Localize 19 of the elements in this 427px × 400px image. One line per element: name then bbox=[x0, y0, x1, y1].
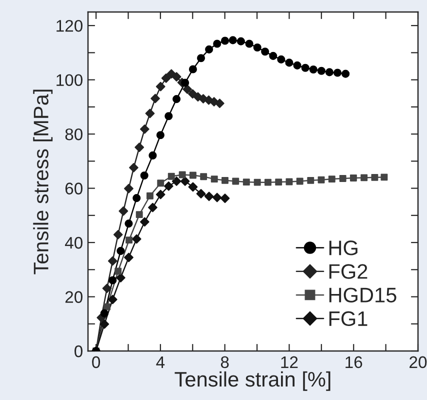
y-tick-label: 40 bbox=[64, 236, 82, 249]
y-tick-label: 0 bbox=[74, 345, 82, 358]
x-tick-label: 16 bbox=[346, 356, 362, 368]
x-tick-label: 0 bbox=[92, 356, 100, 368]
y-tick-label: 80 bbox=[65, 128, 82, 140]
y-tick-label: 120 bbox=[56, 20, 82, 32]
y-tick-label: 60 bbox=[65, 182, 82, 194]
y-axis-title: Tensile stress [MPa] bbox=[33, 90, 53, 274]
legend-label: HG bbox=[329, 240, 358, 256]
x-tick-label: 4 bbox=[156, 356, 165, 368]
legend-label: FG2 bbox=[329, 264, 368, 279]
x-tick-label: 12 bbox=[281, 356, 298, 368]
x-axis-title: Tensile strain [%] bbox=[174, 371, 330, 391]
y-tick-label: 100 bbox=[56, 74, 82, 86]
legend-label: FG1 bbox=[329, 311, 368, 326]
y-tick-label: 20 bbox=[65, 291, 82, 303]
legend-label: HGD15 bbox=[329, 288, 396, 302]
x-tick-label: 20 bbox=[410, 356, 427, 368]
x-tick-label: 8 bbox=[220, 356, 229, 368]
